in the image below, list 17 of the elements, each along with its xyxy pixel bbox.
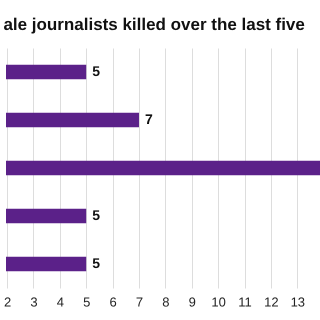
x-tick-label: 9: [188, 294, 196, 310]
x-tick-label: 2: [4, 294, 12, 310]
x-tick-label: 10: [211, 294, 226, 310]
data-label: 5: [92, 63, 100, 79]
x-tick-label: 4: [56, 294, 64, 310]
x-tick-label: 5: [83, 294, 90, 310]
x-tick-label: 3: [30, 294, 38, 310]
x-tick-label: 12: [264, 294, 279, 310]
data-label: 5: [92, 255, 100, 271]
data-label: 5: [92, 207, 100, 223]
x-tick-label: 11: [238, 294, 252, 310]
x-tick-label: 7: [136, 294, 144, 310]
x-tick-label: 13: [290, 294, 306, 310]
chart-title: ale journalists killed over the last five: [3, 15, 305, 34]
x-tick-label: 8: [162, 294, 170, 310]
x-tick-label: 6: [109, 294, 117, 310]
data-label: 7: [144, 111, 153, 127]
